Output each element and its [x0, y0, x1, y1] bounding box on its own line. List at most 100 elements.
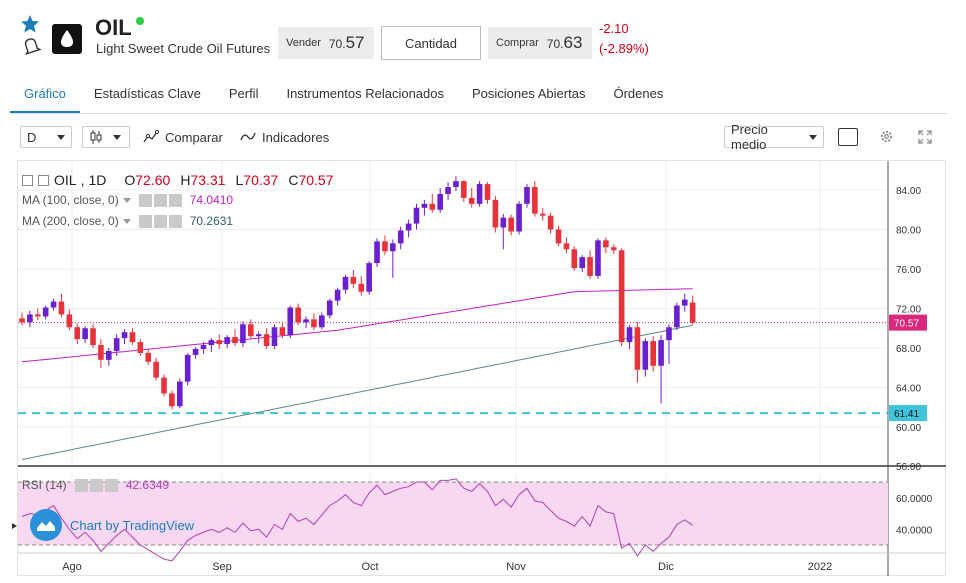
price-type-select[interactable]: Precio medio [724, 122, 824, 152]
alert-bell-icon[interactable] [20, 35, 42, 55]
candle-body [634, 327, 641, 370]
tab-estadisticas-clave[interactable]: Estadísticas Clave [93, 86, 201, 101]
candle-body [350, 276, 357, 284]
hide-series-icon[interactable] [38, 174, 49, 186]
candle-body [532, 187, 538, 214]
legend-high: H73.31 [180, 172, 226, 188]
quantity-input[interactable]: Cantidad [381, 26, 481, 60]
chart-type-select[interactable] [82, 126, 130, 148]
x-axis-tick-label: Oct [361, 561, 378, 573]
tab-ordenes[interactable]: Órdenes [613, 86, 664, 101]
watchlist-star-icon[interactable] [20, 14, 40, 34]
ma100-legend: MA (100, close, 0) 74.0410 [22, 193, 233, 207]
candle-body [516, 203, 522, 232]
chevron-down-icon [809, 134, 817, 140]
chevron-down-icon[interactable] [122, 197, 131, 203]
rsi-legend: RSI (14) 42.6349 [22, 478, 169, 492]
legend-low: L70.37 [235, 172, 279, 188]
candle-body [295, 307, 301, 323]
instrument-tabs: Gráfico Estadísticas Clave Perfil Instru… [10, 82, 948, 114]
x-axis-tick-label: 2022 [808, 561, 832, 573]
candle-body [232, 337, 238, 344]
level-price-tag-label: 61.41 [894, 409, 919, 420]
candle-body [626, 327, 633, 343]
y-axis-tick-label: 76.00 [896, 265, 921, 276]
candle-body [571, 249, 578, 269]
candle-body [121, 332, 128, 339]
candle-body [461, 181, 467, 198]
current-price-tag [889, 314, 927, 331]
candle-body [129, 332, 136, 343]
candle-body [82, 328, 88, 340]
interval-select[interactable]: D [20, 126, 72, 148]
candle-body [177, 381, 183, 407]
candle-body [484, 184, 491, 200]
candle-body [547, 215, 554, 230]
candle-body [137, 342, 144, 353]
candle-body [271, 327, 278, 347]
price-change: -2.10 [599, 21, 629, 36]
candle-body [666, 327, 672, 341]
candle-body [66, 314, 73, 328]
candle-body [508, 217, 514, 232]
tab-perfil[interactable]: Perfil [228, 86, 259, 101]
settings-gear-icon[interactable] [879, 129, 894, 144]
candle-body [587, 257, 593, 276]
candle-body [563, 243, 570, 250]
sell-label: Vender [286, 37, 321, 49]
candle-body [98, 345, 104, 360]
ma200-value: 70.2631 [189, 214, 234, 228]
candle-body [437, 193, 443, 210]
chart-area[interactable] [17, 160, 946, 576]
indicator-controls[interactable] [138, 214, 182, 228]
y-axis-tick-label: 72.00 [896, 305, 921, 316]
candle-body [279, 327, 286, 336]
buy-label: Comprar [496, 37, 539, 49]
candle-body [145, 352, 152, 362]
indicators-icon [240, 132, 256, 141]
tradingview-branding[interactable]: Chart by TradingView [30, 509, 194, 541]
buy-button[interactable]: Comprar 70.63 [488, 27, 592, 59]
chevron-down-icon[interactable] [122, 218, 131, 224]
candle-body [27, 314, 33, 323]
ma100-label: MA (100, close, 0) [22, 193, 119, 207]
candle-body [303, 319, 309, 323]
candle-body [153, 361, 159, 378]
chevron-down-icon [57, 134, 65, 140]
tab-posiciones-abiertas[interactable]: Posiciones Abiertas [472, 86, 586, 101]
candle-body [689, 302, 696, 323]
chart-option-checkbox[interactable] [838, 128, 858, 146]
y-axis-tick-label: 60.00 [896, 423, 921, 434]
indicator-controls[interactable] [138, 193, 182, 207]
candle-body [445, 187, 451, 194]
tab-instrumentos-relacionados[interactable]: Instrumentos Relacionados [286, 86, 444, 101]
x-axis-tick-label: Dic [658, 561, 674, 573]
y-axis-tick-label: 84.00 [896, 186, 921, 197]
sell-button[interactable]: Vender 70.57 [278, 27, 374, 59]
indicator-controls[interactable] [74, 478, 118, 492]
fullscreen-icon[interactable] [918, 130, 932, 144]
candle-body [34, 314, 41, 317]
market-open-indicator [136, 17, 144, 25]
candle-body [397, 230, 404, 244]
current-price-tag-label: 70.57 [894, 319, 919, 330]
collapse-icon[interactable] [22, 174, 33, 186]
compare-button[interactable]: Comparar [143, 126, 223, 148]
candle-body [539, 213, 546, 216]
legend-close: C70.57 [288, 172, 334, 188]
candle-body [681, 299, 688, 306]
tab-grafico[interactable]: Gráfico [10, 82, 80, 113]
candle-body [524, 187, 530, 204]
candle-body [105, 350, 112, 360]
candle-body [326, 300, 333, 316]
series-symbol: OIL [54, 172, 77, 188]
x-axis-tick-label: Nov [506, 561, 526, 573]
indicators-button[interactable]: Indicadores [240, 126, 329, 148]
candle-body [382, 241, 388, 252]
candle-body [287, 307, 294, 336]
candle-body [58, 301, 65, 315]
y-axis-tick-label: 80.00 [896, 226, 921, 237]
oil-drop-logo-icon [52, 24, 82, 54]
